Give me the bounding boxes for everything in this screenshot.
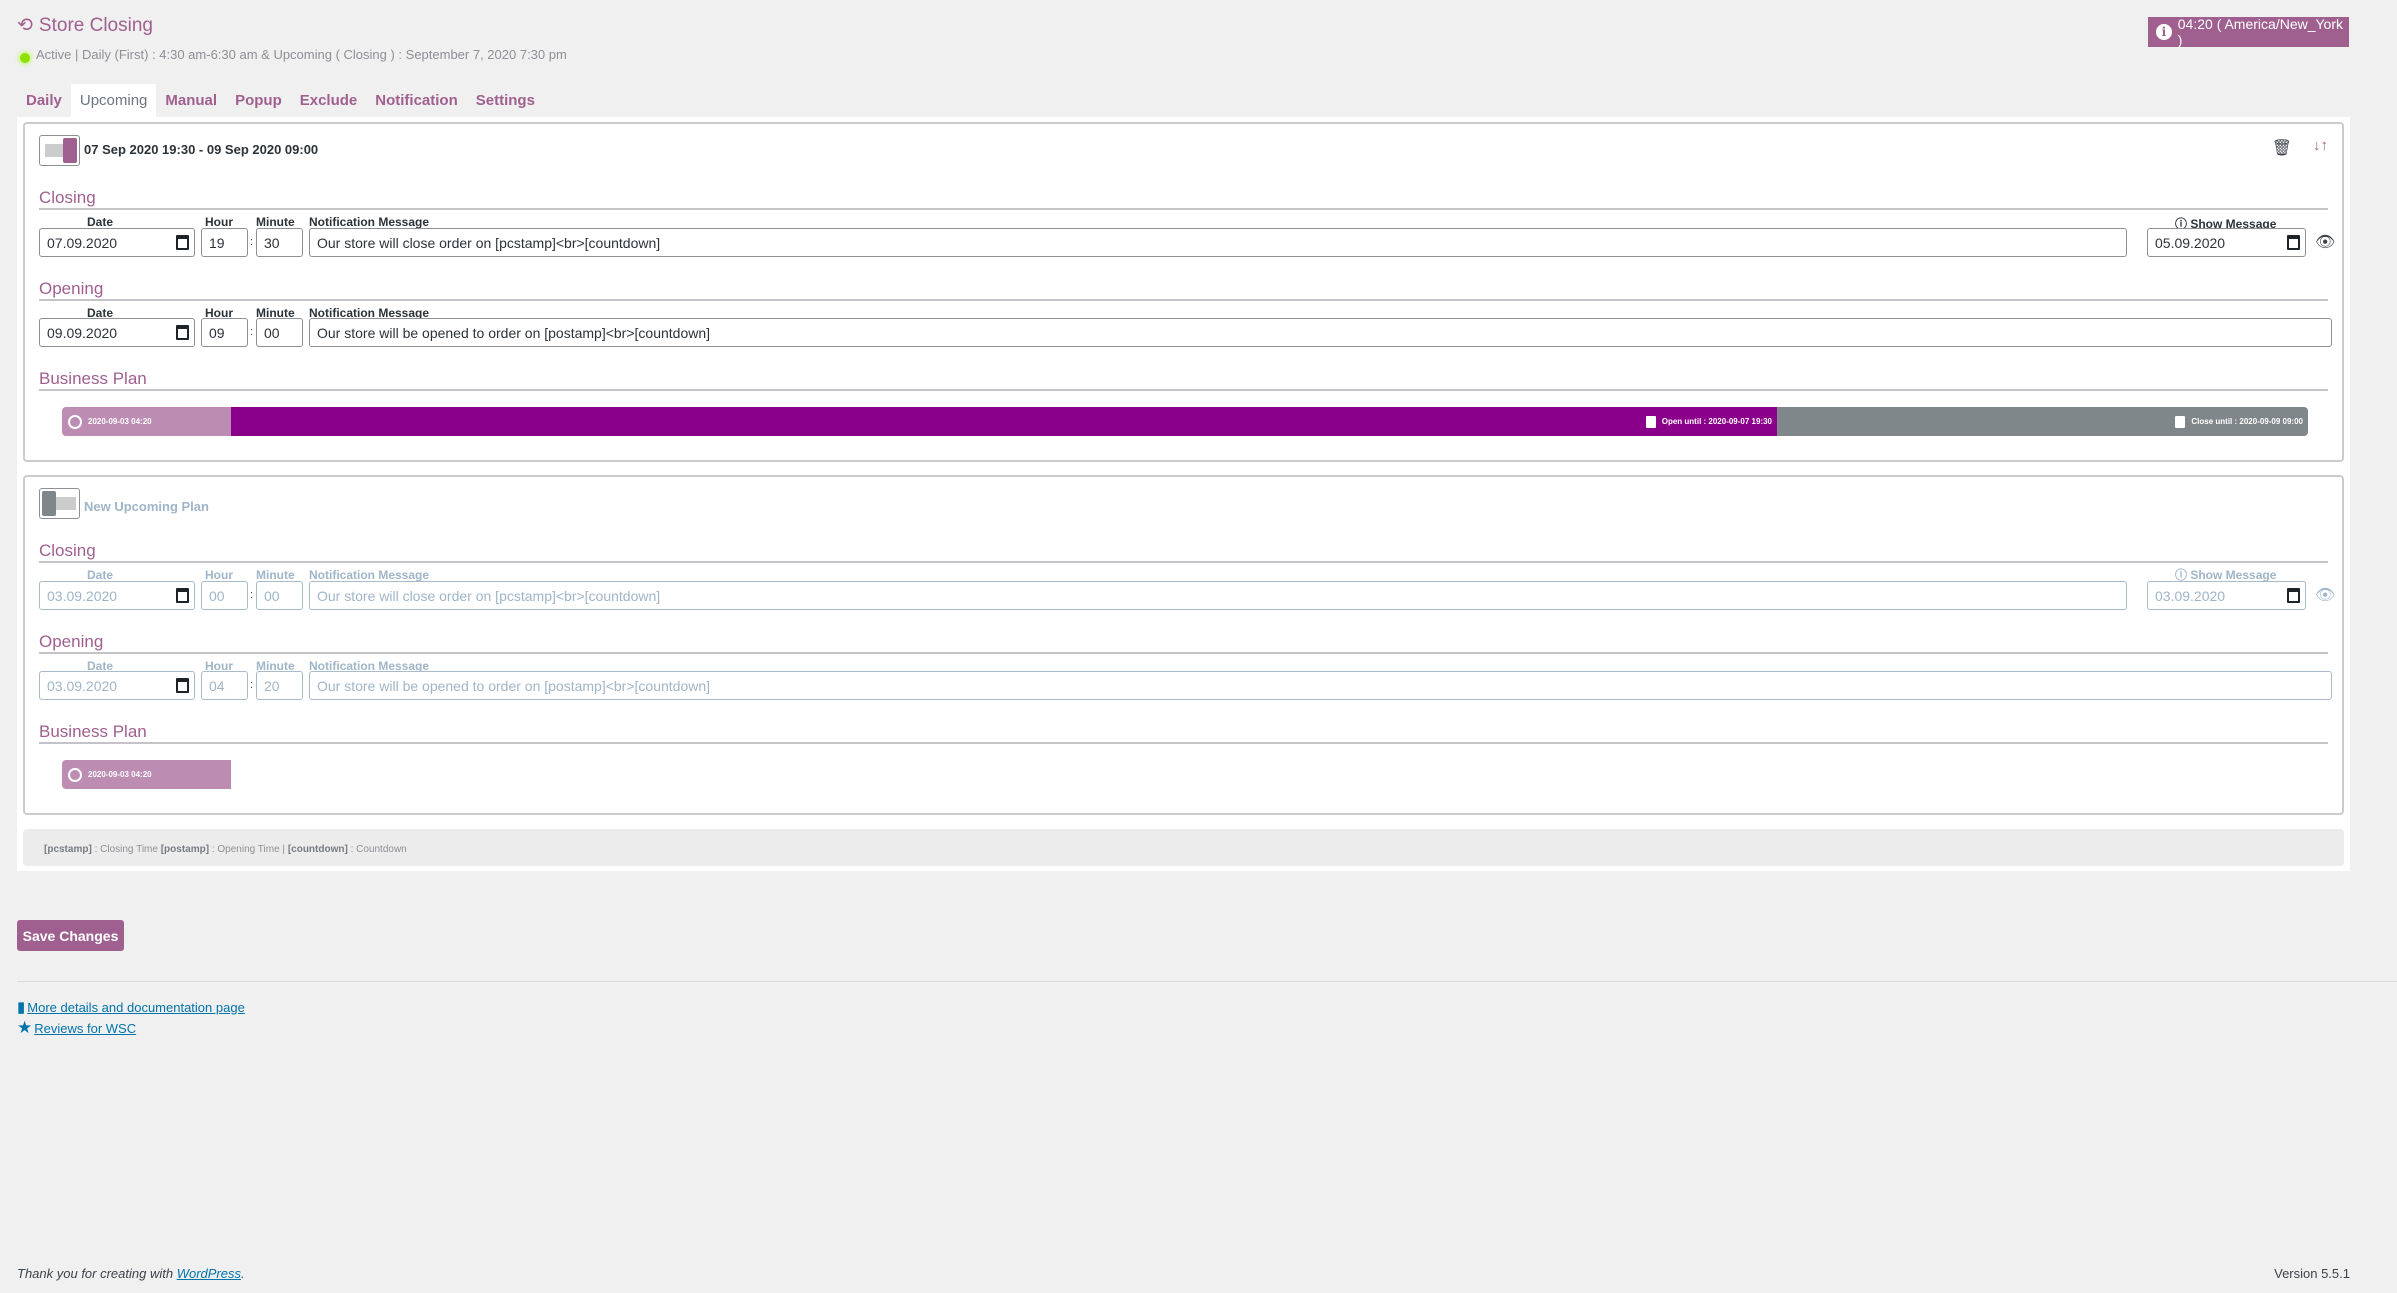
calendar-icon[interactable] xyxy=(2287,588,2300,603)
closing-heading: Closing xyxy=(39,541,96,560)
closing-message-input[interactable]: Our store will close order on [pcstamp]<… xyxy=(309,228,2127,257)
status-dot-icon xyxy=(20,53,30,63)
calendar-icon[interactable] xyxy=(176,325,189,340)
minute-label: Minute xyxy=(256,659,295,673)
clock-icon xyxy=(68,767,82,782)
date-label: Date xyxy=(87,568,114,582)
history-icon: ⟲ xyxy=(17,15,33,36)
closing-message-input[interactable]: Our store will close order on [pcstamp]<… xyxy=(309,581,2127,610)
timeline-past-segment: 2020-09-03 04:20 xyxy=(62,407,231,436)
calendar-icon[interactable] xyxy=(176,678,189,693)
book-icon: ▮ xyxy=(17,999,26,1016)
tab-upcoming[interactable]: Upcoming xyxy=(70,84,157,117)
status-line: Active | Daily (First) : 4:30 am-6:30 am… xyxy=(20,45,567,63)
hour-label: Hour xyxy=(205,568,233,582)
calendar-icon[interactable] xyxy=(176,235,189,250)
lock-icon xyxy=(2175,415,2186,428)
closing-minute-input[interactable]: 00 xyxy=(256,581,303,610)
info-icon: ⓘ xyxy=(2175,217,2191,231)
reviews-link-row: ★ Reviews for WSC xyxy=(17,1018,136,1038)
version-text: Version 5.5.1 xyxy=(2274,1266,2350,1281)
opening-date-input[interactable]: 09.09.2020 xyxy=(39,318,195,347)
message-label: Notification Message xyxy=(309,659,430,673)
docs-link-row: ▮ More details and documentation page xyxy=(17,998,245,1016)
tab-daily[interactable]: Daily xyxy=(26,92,62,109)
message-label: Notification Message xyxy=(309,568,430,582)
business-plan-heading: Business Plan xyxy=(39,722,147,741)
plan-card-new: New Upcoming Plan Closing Date Hour Minu… xyxy=(23,475,2344,815)
date-label: Date xyxy=(87,659,114,673)
eye-icon[interactable]: 👁 xyxy=(2315,234,2336,251)
opening-heading: Opening xyxy=(39,632,104,651)
plan-toggle[interactable] xyxy=(39,135,80,166)
reviews-link[interactable]: Reviews for WSC xyxy=(34,1020,137,1036)
page-title: ⟲ Store Closing xyxy=(17,14,153,37)
timezone-badge: i 04:20 ( America/New_York ) xyxy=(2148,16,2349,48)
eye-icon[interactable]: 👁 xyxy=(2315,587,2336,604)
tab-settings[interactable]: Settings xyxy=(475,92,535,109)
opening-hour-input[interactable]: 09 xyxy=(201,318,248,347)
closing-hour-input[interactable]: 00 xyxy=(201,581,248,610)
closing-minute-input[interactable]: 30 xyxy=(256,228,303,257)
message-label: Notification Message xyxy=(309,215,430,229)
show-message-label: ⓘ Show Message xyxy=(2175,217,2277,231)
hour-label: Hour xyxy=(205,659,233,673)
hour-label: Hour xyxy=(205,306,233,320)
hour-label: Hour xyxy=(205,215,233,229)
date-label: Date xyxy=(87,215,114,229)
closing-hour-input[interactable]: 19 xyxy=(201,228,248,257)
tab-exclude[interactable]: Exclude xyxy=(299,92,358,109)
trash-icon[interactable]: 🗑 xyxy=(2271,140,2292,157)
sort-arrows-icon[interactable]: ↓↑ xyxy=(2313,137,2328,154)
clock-icon xyxy=(68,414,82,429)
divider xyxy=(17,981,2397,982)
plan-toggle[interactable] xyxy=(39,488,80,519)
business-plan-heading: Business Plan xyxy=(39,369,147,388)
timeline-past-segment: 2020-09-03 04:20 xyxy=(62,760,231,789)
show-message-date-input[interactable]: 05.09.2020 xyxy=(2147,228,2306,257)
tab-notification[interactable]: Notification xyxy=(375,92,458,109)
save-changes-button[interactable]: Save Changes xyxy=(17,920,124,951)
calendar-icon[interactable] xyxy=(2287,235,2300,250)
footer-thanks: Thank you for creating with WordPress. xyxy=(17,1266,245,1281)
opening-minute-input[interactable]: 20 xyxy=(256,671,303,700)
opening-hour-input[interactable]: 04 xyxy=(201,671,248,700)
info-icon: ⓘ xyxy=(2175,568,2191,582)
tab-manual[interactable]: Manual xyxy=(165,92,218,109)
closing-date-input[interactable]: 07.09.2020 xyxy=(39,228,195,257)
plan-card: 07 Sep 2020 19:30 - 09 Sep 2020 09:00 🗑 … xyxy=(23,122,2344,462)
message-label: Notification Message xyxy=(309,306,430,320)
plan-title: New Upcoming Plan xyxy=(84,499,209,514)
docs-link[interactable]: More details and documentation page xyxy=(27,999,245,1015)
upcoming-container: 07 Sep 2020 19:30 - 09 Sep 2020 09:00 🗑 … xyxy=(17,117,2350,871)
timeline-closed-segment: Close until : 2020-09-09 09:00 xyxy=(1777,407,2308,436)
show-message-date-input[interactable]: 03.09.2020 xyxy=(2147,581,2306,610)
calendar-icon[interactable] xyxy=(176,588,189,603)
opening-message-input[interactable]: Our store will be opened to order on [po… xyxy=(309,318,2332,347)
star-icon: ★ xyxy=(17,1018,33,1037)
info-icon: i xyxy=(2156,24,2172,40)
closing-heading: Closing xyxy=(39,188,96,207)
tab-popup[interactable]: Popup xyxy=(235,92,282,109)
opening-message-input[interactable]: Our store will be opened to order on [po… xyxy=(309,671,2332,700)
tab-bar: Daily Upcoming Manual Popup Exclude Noti… xyxy=(17,84,544,117)
opening-date-input[interactable]: 03.09.2020 xyxy=(39,671,195,700)
closing-date-input[interactable]: 03.09.2020 xyxy=(39,581,195,610)
plan-title: 07 Sep 2020 19:30 - 09 Sep 2020 09:00 xyxy=(84,142,319,157)
show-message-label: ⓘ Show Message xyxy=(2175,568,2277,582)
minute-label: Minute xyxy=(256,568,295,582)
opening-heading: Opening xyxy=(39,279,104,298)
timeline-open-segment: Open until : 2020-09-07 19:30 xyxy=(231,407,1777,436)
unlock-icon xyxy=(1645,415,1656,428)
wordpress-link[interactable]: WordPress xyxy=(176,1266,241,1281)
date-label: Date xyxy=(87,306,114,320)
shortcode-legend: [pcstamp] : Closing Time [postamp] : Ope… xyxy=(23,829,2344,866)
opening-minute-input[interactable]: 00 xyxy=(256,318,303,347)
minute-label: Minute xyxy=(256,215,295,229)
minute-label: Minute xyxy=(256,306,295,320)
